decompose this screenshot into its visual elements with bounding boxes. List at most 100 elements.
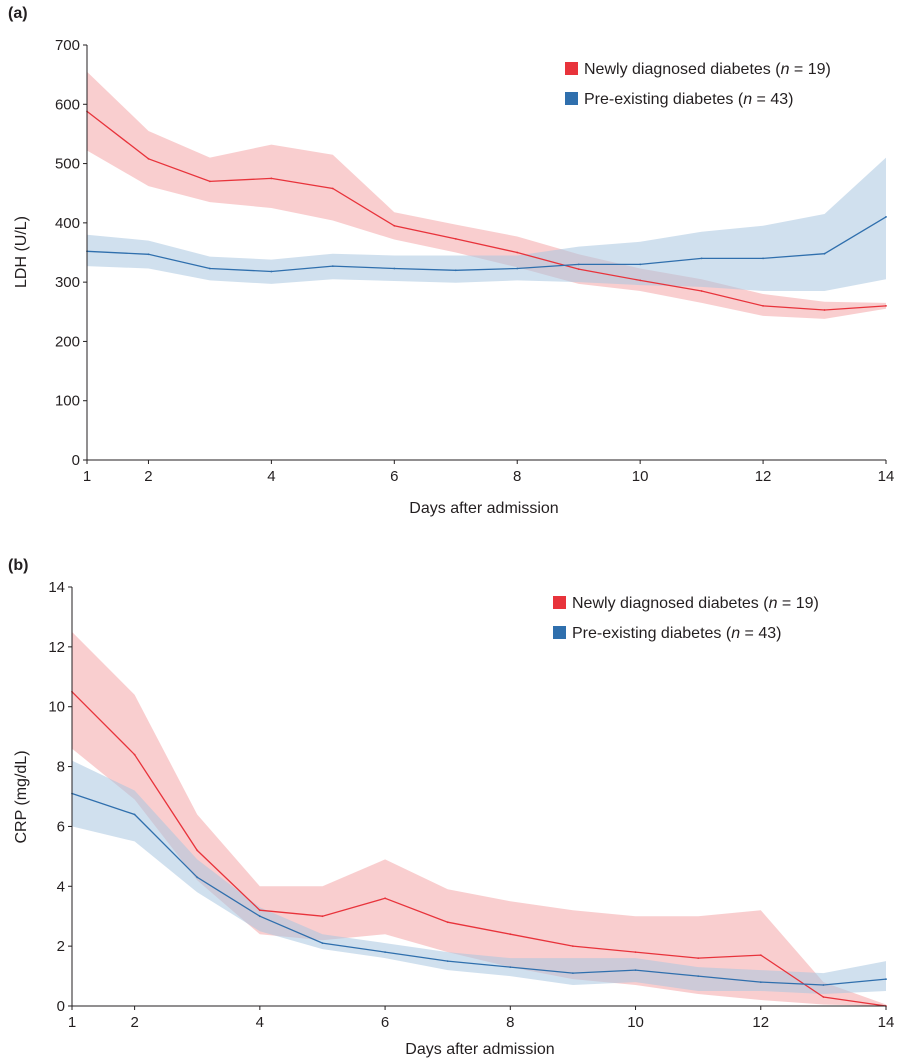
data-point <box>577 268 580 270</box>
y-tick-label: 0 <box>72 452 80 469</box>
series-line <box>71 691 887 1007</box>
data-point <box>446 921 449 924</box>
x-tick-label: 2 <box>144 468 152 485</box>
data-point <box>823 309 826 311</box>
data-point <box>762 305 764 307</box>
data-point <box>885 216 887 218</box>
confidence-band <box>72 760 886 994</box>
data-point <box>147 253 150 256</box>
panel-label: (b) <box>8 557 28 574</box>
y-tick-label: 700 <box>55 37 80 54</box>
y-tick-label: 100 <box>55 393 80 410</box>
legend-label: Newly diagnosed diabetes (n = 19) <box>572 595 819 612</box>
legend-item-pre-existing: Pre-existing diabetes (n = 43) <box>553 625 781 642</box>
legend-label: Pre-existing diabetes (n = 43) <box>584 91 793 108</box>
data-point <box>209 180 211 183</box>
x-tick-label: 1 <box>83 468 91 485</box>
y-tick-label: 300 <box>55 274 80 291</box>
x-ticks: 1 2 4 6 8 10 12 14 <box>83 460 895 485</box>
data-point <box>133 753 136 756</box>
x-tick-label: 14 <box>878 1014 895 1031</box>
confidence-band <box>72 631 886 1006</box>
data-point <box>270 270 273 273</box>
data-point <box>393 267 396 270</box>
data-point <box>321 942 324 944</box>
series-lines <box>86 110 887 311</box>
series-line <box>86 216 887 273</box>
data-point <box>823 252 826 255</box>
y-tick-label: 500 <box>55 156 80 173</box>
y-tick-label: 400 <box>55 215 80 232</box>
x-tick-label: 12 <box>755 468 772 485</box>
y-tick-label: 12 <box>48 639 65 656</box>
data-point <box>196 876 199 879</box>
data-point <box>700 257 703 260</box>
legend-item-pre-existing: Pre-existing diabetes (n = 43) <box>565 91 793 108</box>
legend-item-newly-diagnosed: Newly diagnosed diabetes (n = 19) <box>553 595 819 612</box>
data-point <box>700 290 703 292</box>
confidence-bands <box>72 631 886 1006</box>
data-point <box>634 951 637 953</box>
data-point <box>393 224 396 227</box>
series-line <box>71 792 887 986</box>
y-tick-label: 14 <box>48 579 65 596</box>
x-tick-label: 4 <box>256 1014 264 1031</box>
data-point <box>384 897 386 900</box>
x-tick-label: 6 <box>381 1014 389 1031</box>
x-tick-label: 2 <box>130 1014 138 1031</box>
y-tick-label: 10 <box>48 699 65 716</box>
data-point <box>639 279 642 282</box>
legend-swatch <box>553 596 566 609</box>
data-point <box>572 972 574 974</box>
data-point <box>509 966 512 968</box>
y-tick-label: 600 <box>55 96 80 113</box>
x-tick-label: 12 <box>752 1014 769 1031</box>
legend-label: Pre-existing diabetes (n = 43) <box>572 625 781 642</box>
data-point <box>196 849 199 852</box>
data-point <box>516 267 519 270</box>
data-point <box>258 915 261 918</box>
x-tick-label: 1 <box>68 1014 76 1031</box>
y-tick-label: 2 <box>57 938 65 955</box>
data-point <box>697 975 700 977</box>
data-point <box>446 960 449 962</box>
data-point <box>885 305 887 307</box>
x-tick-label: 10 <box>632 468 649 485</box>
y-tick-label: 200 <box>55 333 80 350</box>
data-point <box>509 933 512 936</box>
data-point <box>384 951 386 953</box>
legend-swatch <box>565 62 578 75</box>
x-tick-label: 8 <box>506 1014 514 1031</box>
x-tick-label: 14 <box>878 468 895 485</box>
legend: Newly diagnosed diabetes (n = 19) Pre-ex… <box>553 595 819 642</box>
data-point <box>697 957 700 959</box>
data-point <box>516 251 519 254</box>
x-tick-label: 6 <box>390 468 398 485</box>
data-point <box>258 909 261 912</box>
x-ticks: 1 2 4 6 8 10 12 14 <box>68 1006 895 1031</box>
data-point <box>321 915 324 918</box>
legend-item-newly-diagnosed: Newly diagnosed diabetes (n = 19) <box>565 61 831 78</box>
x-tick-label: 10 <box>627 1014 644 1031</box>
data-point <box>634 969 637 971</box>
data-point <box>572 945 574 947</box>
data-point <box>577 263 580 266</box>
y-ticks: 0 2 4 6 8 10 12 14 <box>48 579 72 1015</box>
data-point <box>639 263 642 266</box>
data-point <box>885 978 887 980</box>
data-point <box>133 813 136 816</box>
data-point <box>270 177 273 180</box>
y-tick-label: 4 <box>57 878 65 895</box>
x-axis-title: Days after admission <box>409 500 558 517</box>
x-axis-title: Days after admission <box>405 1041 554 1058</box>
data-point <box>209 267 211 270</box>
y-ticks: 0 100 200 300 400 500 600 700 <box>55 37 87 469</box>
confidence-bands <box>87 71 886 319</box>
data-point <box>762 257 764 260</box>
data-point <box>331 265 334 267</box>
y-axis-title: LDH (U/L) <box>13 216 30 288</box>
data-point <box>822 984 825 986</box>
